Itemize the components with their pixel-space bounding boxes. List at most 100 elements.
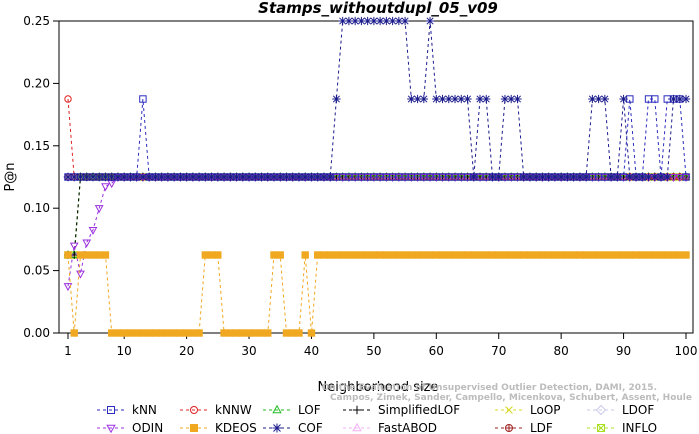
data-point [257,172,266,182]
data-point [501,251,509,259]
data-point [269,172,279,182]
x-tick-label: 70 [491,344,506,358]
y-axis: 0.00 0.05 0.10 0.15 0.20 0.25 [23,14,59,340]
data-point [307,172,316,182]
data-point [631,172,641,182]
legend-item-LoOP: LoOP [495,403,561,417]
data-point [594,251,603,259]
data-point [401,251,409,259]
data-point [626,251,634,259]
series-kNNW [64,95,690,181]
data-point [413,251,422,259]
data-point [95,172,104,182]
data-point [675,173,685,182]
data-point [76,270,85,279]
data-point [276,172,285,182]
data-point [456,173,466,182]
data-point [232,172,241,182]
y-tick-label: 0.25 [23,14,50,28]
data-point [550,172,560,182]
legend: kNN kNNW LOF SimplifiedLOF LoOP LDOF ODIN KDEOS… [97,403,657,434]
data-point [551,251,559,259]
legend-label-ODIN: ODIN [132,421,163,434]
data-point [363,16,372,26]
data-point [457,251,465,259]
data-point [244,172,254,182]
data-point [189,329,197,337]
data-point [357,173,366,182]
data-point [64,251,72,259]
data-point [544,251,553,259]
data-point [587,173,597,182]
data-point [320,251,328,259]
legend-marker-COF [272,423,282,433]
data-point [425,173,435,182]
legend-marker-kNNW [190,406,198,414]
legend-item-LDF: LDF [495,421,553,434]
data-point [176,172,185,182]
data-point [264,329,272,337]
data-point [238,172,247,182]
data-point [651,95,659,103]
data-point [451,251,459,259]
data-point [613,172,622,182]
data-point [301,251,309,259]
data-point [438,94,447,104]
data-point [263,172,272,182]
data-point [682,173,690,181]
data-point [619,94,628,104]
data-point [375,173,385,182]
data-point [482,251,490,259]
legend-marker-kNN [107,406,115,414]
data-point [438,173,447,182]
data-point [532,172,541,182]
x-tick-label: 90 [616,344,631,358]
data-point [76,251,85,259]
data-point [657,251,665,259]
data-point [363,251,372,259]
data-point [388,251,397,259]
legend-label-LDF: LDF [530,421,553,434]
watermark-line-1: On the Evaluation of Unsupervised Outlie… [322,383,657,393]
legend-marker-LDF [505,424,513,432]
series-SimplifiedLOF [64,173,690,259]
data-point [663,172,672,182]
data-point [139,329,147,337]
data-point [457,94,466,104]
data-point [381,173,391,182]
data-point [394,16,404,26]
data-point [425,16,435,26]
series-kNN [64,95,690,181]
data-point [525,172,535,182]
data-point [363,173,373,182]
legend-label-LOF: LOF [298,403,321,417]
x-tick-label: 50 [366,344,381,358]
data-point [126,172,135,182]
x-tick-label: 80 [554,344,569,358]
data-point [182,329,191,337]
data-point [188,172,198,182]
data-point [338,16,347,26]
data-point [139,95,147,103]
data-point [463,173,472,182]
legend-item-kNN: kNN [97,403,157,417]
data-point [114,329,122,337]
data-point [513,173,522,182]
data-point [345,251,353,259]
data-point [676,251,684,259]
data-point [681,94,691,104]
data-point [613,251,622,259]
data-point [481,173,491,182]
data-point [213,172,222,182]
data-point [301,172,310,182]
legend-item-FastABOD: FastABOD [343,421,437,434]
data-point [144,172,154,182]
y-axis-label: P@n [3,162,18,191]
series-KDEOS [64,251,690,337]
data-point [594,94,603,104]
y-tick-label: 0.05 [23,264,50,278]
legend-marker-SimplifiedLOF [352,405,362,415]
data-point [419,94,428,104]
data-point [663,251,671,259]
data-point [195,329,203,337]
